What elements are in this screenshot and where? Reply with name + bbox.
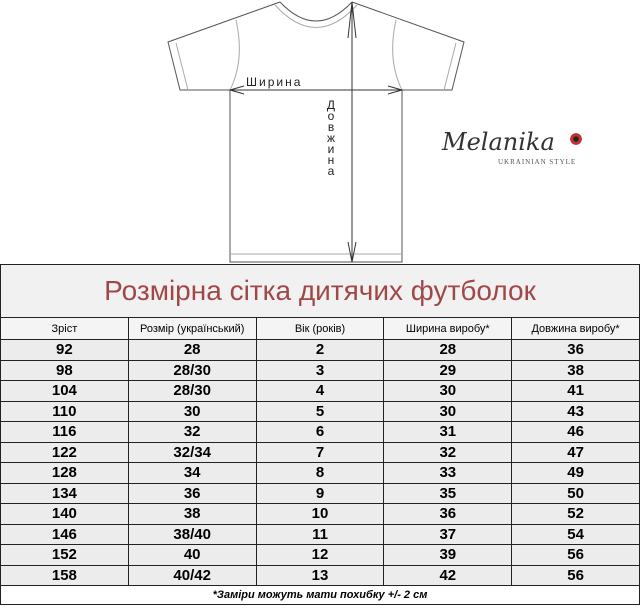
table-cell: 158 <box>0 564 129 586</box>
table-cell: 10 <box>255 503 385 525</box>
melanika-logo: Melanika UKRAINIAN STYLE <box>442 128 592 168</box>
table-cell: 42 <box>383 564 513 586</box>
table-cell: 9 <box>255 482 385 504</box>
table-cell: 128 <box>0 462 129 484</box>
table-cell: 54 <box>511 523 640 545</box>
table-cell: 116 <box>0 421 129 443</box>
table-row: 140 38 10 36 52 <box>0 503 640 525</box>
table-cell: 4 <box>255 380 385 402</box>
table-cell: 36 <box>511 339 640 361</box>
table-cell: 33 <box>383 462 513 484</box>
column-header: Зріст <box>0 317 129 340</box>
table-row: 98 28/30 3 29 38 <box>0 359 640 381</box>
table-row: 122 32/34 7 32 47 <box>0 441 640 463</box>
table-cell: 29 <box>383 359 513 381</box>
table-row: 152 40 12 39 56 <box>0 544 640 566</box>
table-cell: 30 <box>383 380 513 402</box>
table-cell: 28 <box>383 339 513 361</box>
table-cell: 36 <box>127 482 257 504</box>
table-cell: 38 <box>127 503 257 525</box>
table-cell: 35 <box>383 482 513 504</box>
table-cell: 28/30 <box>127 359 257 381</box>
table-cell: 50 <box>511 482 640 504</box>
table-cell: 52 <box>511 503 640 525</box>
table-cell: 32 <box>127 421 257 443</box>
table-cell: 31 <box>383 421 513 443</box>
table-cell: 43 <box>511 400 640 422</box>
table-row: 110 30 5 30 43 <box>0 400 640 422</box>
table-row: 158 40/42 13 42 56 <box>0 564 640 586</box>
ornament-icon <box>567 130 585 148</box>
table-cell: 38/40 <box>127 523 257 545</box>
table-cell: 8 <box>255 462 385 484</box>
table-cell: 11 <box>255 523 385 545</box>
table-cell: 92 <box>0 339 129 361</box>
table-cell: 28 <box>127 339 257 361</box>
table-cell: 36 <box>383 503 513 525</box>
table-cell: 46 <box>511 421 640 443</box>
table-cell: 37 <box>383 523 513 545</box>
table-row: 92 28 2 28 36 <box>0 339 640 361</box>
logo-name: Melanika <box>442 128 555 156</box>
column-header: Ширина виробу* <box>383 317 513 340</box>
table-cell: 134 <box>0 482 129 504</box>
table-row: 134 36 9 35 50 <box>0 482 640 504</box>
logo-tagline: UKRAINIAN STYLE <box>498 158 577 166</box>
table-cell: 34 <box>127 462 257 484</box>
table-cell: 12 <box>255 544 385 566</box>
table-cell: 30 <box>383 400 513 422</box>
table-cell: 30 <box>127 400 257 422</box>
table-cell: 40/42 <box>127 564 257 586</box>
table-cell: 152 <box>0 544 129 566</box>
table-row: 116 32 6 31 46 <box>0 421 640 443</box>
table-title: Розмірна сітка дитячих футболок <box>0 264 640 318</box>
table-cell: 7 <box>255 441 385 463</box>
table-cell: 41 <box>511 380 640 402</box>
table-cell: 40 <box>127 544 257 566</box>
measure-arrows <box>228 1 404 263</box>
length-label: Довжина <box>326 98 336 178</box>
table-cell: 110 <box>0 400 129 422</box>
table-cell: 38 <box>511 359 640 381</box>
table-cell: 140 <box>0 503 129 525</box>
table-cell: 32/34 <box>127 441 257 463</box>
table-cell: 56 <box>511 564 640 586</box>
table-cell: 32 <box>383 441 513 463</box>
table-cell: 5 <box>255 400 385 422</box>
tshirt-diagram <box>167 1 465 263</box>
column-header: Вік (років) <box>255 317 385 340</box>
table-cell: 122 <box>0 441 129 463</box>
table-cell: 47 <box>511 441 640 463</box>
footnote: *Заміри можуть мати похибку +/- 2 см <box>0 585 640 605</box>
table-cell: 104 <box>0 380 129 402</box>
size-chart-table: Розмірна сітка дитячих футболок Зріст Роз… <box>0 264 640 605</box>
table-cell: 28/30 <box>127 380 257 402</box>
table-cell: 6 <box>255 421 385 443</box>
width-label: Ширина <box>246 75 303 89</box>
table-cell: 3 <box>255 359 385 381</box>
table-cell: 49 <box>511 462 640 484</box>
column-header: Розмір (український) <box>127 317 257 340</box>
table-cell: 98 <box>0 359 129 381</box>
column-header: Довжина виробу* <box>511 317 640 340</box>
table-cell: 39 <box>383 544 513 566</box>
table-cell: 146 <box>0 523 129 545</box>
table-row: 146 38/40 11 37 54 <box>0 523 640 545</box>
table-cell: 56 <box>511 544 640 566</box>
table-cell: 2 <box>255 339 385 361</box>
table-row: 128 34 8 33 49 <box>0 462 640 484</box>
table-cell: 13 <box>255 564 385 586</box>
table-row: 104 28/30 4 30 41 <box>0 380 640 402</box>
